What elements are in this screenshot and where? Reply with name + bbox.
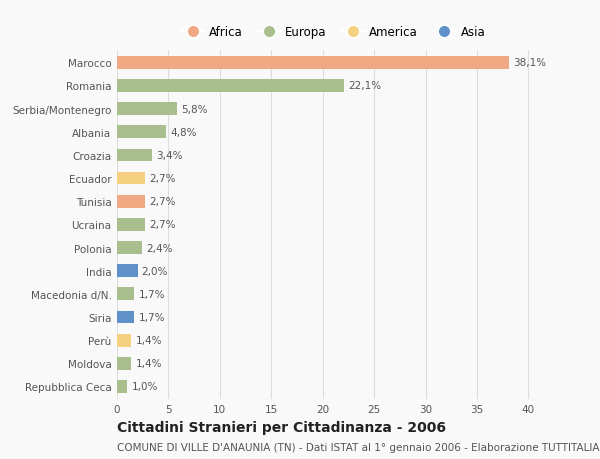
Text: 2,7%: 2,7% (149, 197, 175, 207)
Bar (117, 334, 131, 347)
Text: 1,4%: 1,4% (136, 358, 162, 369)
Bar (117, 172, 145, 185)
Text: 5,8%: 5,8% (181, 104, 207, 114)
Text: 1,4%: 1,4% (136, 336, 162, 346)
Text: 4,8%: 4,8% (170, 128, 197, 138)
Bar (117, 57, 509, 70)
Text: COMUNE DI VILLE D'ANAUNIA (TN) - Dati ISTAT al 1° gennaio 2006 - Elaborazione TU: COMUNE DI VILLE D'ANAUNIA (TN) - Dati IS… (117, 442, 600, 452)
Bar (117, 80, 344, 93)
Legend: Africa, Europa, America, Asia: Africa, Europa, America, Asia (178, 23, 488, 41)
Text: 22,1%: 22,1% (349, 81, 382, 91)
Bar (117, 196, 145, 208)
Text: 1,7%: 1,7% (139, 289, 165, 299)
Bar (117, 311, 134, 324)
Text: 1,0%: 1,0% (131, 381, 158, 392)
Bar (117, 218, 145, 231)
Text: 2,4%: 2,4% (146, 243, 172, 253)
Text: 2,7%: 2,7% (149, 174, 175, 184)
Text: 38,1%: 38,1% (513, 58, 546, 68)
Bar (117, 103, 176, 116)
Bar (117, 380, 127, 393)
Text: 2,7%: 2,7% (149, 220, 175, 230)
Bar (117, 241, 142, 254)
Bar (117, 126, 166, 139)
Text: Cittadini Stranieri per Cittadinanza - 2006: Cittadini Stranieri per Cittadinanza - 2… (117, 420, 446, 434)
Bar (117, 149, 152, 162)
Text: 1,7%: 1,7% (139, 312, 165, 322)
Text: 2,0%: 2,0% (142, 266, 168, 276)
Text: 3,4%: 3,4% (156, 151, 182, 161)
Bar (117, 288, 134, 301)
Bar (117, 265, 137, 278)
Bar (117, 357, 131, 370)
